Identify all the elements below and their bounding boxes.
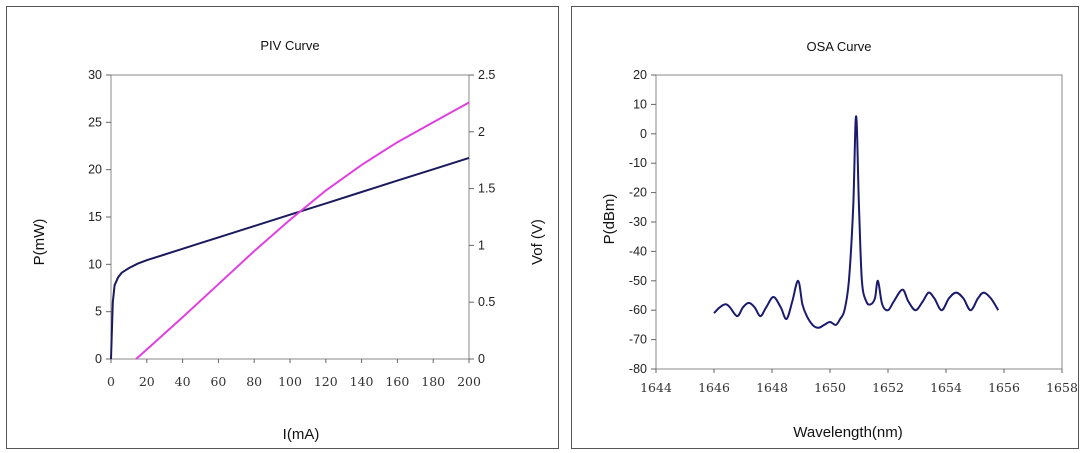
osa-x-tick-label: 1650 bbox=[814, 380, 846, 395]
piv-chart-panel: PIV Curve I(mA) P(mW) Vof (V) 0 5 10 15 20 25… bbox=[6, 6, 559, 449]
piv-x-tick-label: 0 bbox=[107, 374, 115, 389]
osa-x-axis-label: Wavelength(nm) bbox=[793, 424, 902, 441]
piv-x-axis-label: I(mA) bbox=[283, 426, 320, 443]
piv-y2-tick-label: 1 bbox=[478, 238, 485, 252]
osa-chart-title: OSA Curve bbox=[806, 39, 871, 54]
piv-x-tick-label: 40 bbox=[175, 374, 191, 389]
osa-x-tick-label: 1648 bbox=[756, 380, 788, 395]
osa-y-tick-label: 20 bbox=[633, 68, 647, 82]
osa-chart-panel: OSA Curve Wavelength(nm) P(dBm) -80 -70 -6… bbox=[571, 6, 1079, 449]
osa-y-tick-label: -30 bbox=[629, 215, 647, 229]
piv-y2-tick-label: 2.5 bbox=[478, 68, 495, 82]
osa-y-tick-label: -40 bbox=[629, 244, 647, 258]
piv-y-tick-label: 20 bbox=[88, 163, 102, 177]
piv-chart-title: PIV Curve bbox=[260, 38, 319, 53]
osa-y-tick-label: -20 bbox=[629, 186, 647, 200]
osa-y-axis-label: P(dBm) bbox=[601, 194, 618, 245]
osa-x-tick-label: 1658 bbox=[1046, 380, 1078, 395]
piv-x-tick-label: 80 bbox=[246, 374, 262, 389]
osa-x-tick-label: 1654 bbox=[930, 380, 962, 395]
piv-voltage-line bbox=[110, 156, 470, 360]
piv-plot-area bbox=[110, 74, 470, 360]
piv-y-tick-label: 25 bbox=[88, 115, 102, 129]
piv-y-tick-label: 10 bbox=[88, 257, 102, 271]
piv-x-tick-label: 120 bbox=[314, 374, 338, 389]
piv-chart: PIV Curve I(mA) P(mW) Vof (V) 0510152025… bbox=[31, 38, 546, 443]
osa-y-tick-label: -70 bbox=[629, 333, 647, 347]
osa-x-tick-label: 1656 bbox=[988, 380, 1020, 395]
osa-x-tick-label: 1644 bbox=[640, 380, 672, 395]
piv-y2-axis-label: Vof (V) bbox=[529, 219, 546, 265]
piv-x-tick-label: 60 bbox=[210, 374, 226, 389]
piv-x-tick-label: 160 bbox=[385, 374, 409, 389]
piv-x-tick-label: 140 bbox=[350, 374, 374, 389]
piv-y2-tick-label: 0 bbox=[478, 352, 485, 366]
piv-y-tick-label: 0 bbox=[95, 352, 102, 366]
osa-chart: OSA Curve Wavelength(nm) P(dBm) -80 -70 -6… bbox=[601, 39, 1078, 441]
osa-y-tick-label: 0 bbox=[640, 127, 647, 141]
piv-y-axis-label: P(mW) bbox=[31, 219, 48, 266]
osa-y-tick-label: -80 bbox=[629, 362, 647, 376]
piv-y2-tick-label: 0.5 bbox=[478, 295, 495, 309]
piv-y-tick-label: 30 bbox=[88, 68, 102, 82]
osa-x-tick-label: 1652 bbox=[872, 380, 904, 395]
piv-y-tick-label: 15 bbox=[88, 210, 102, 224]
piv-y-tick-label: 5 bbox=[95, 305, 102, 319]
piv-y2-tick-label: 2 bbox=[478, 125, 485, 139]
piv-x-tick-label: 200 bbox=[457, 374, 481, 389]
osa-y-tick-label: -50 bbox=[629, 274, 647, 288]
piv-x-tick-label: 100 bbox=[278, 374, 302, 389]
osa-x-tick-label: 1646 bbox=[698, 380, 730, 395]
piv-x-tick-label: 20 bbox=[139, 374, 155, 389]
osa-spectrum-line bbox=[713, 115, 1000, 329]
piv-x-tick-label: 180 bbox=[421, 374, 445, 389]
osa-y-tick-label: -60 bbox=[629, 303, 647, 317]
piv-y2-tick-label: 1.5 bbox=[478, 182, 495, 196]
osa-y-tick-label: 10 bbox=[633, 97, 647, 111]
piv-power-line bbox=[135, 101, 470, 360]
osa-y-tick-label: -10 bbox=[629, 156, 647, 170]
